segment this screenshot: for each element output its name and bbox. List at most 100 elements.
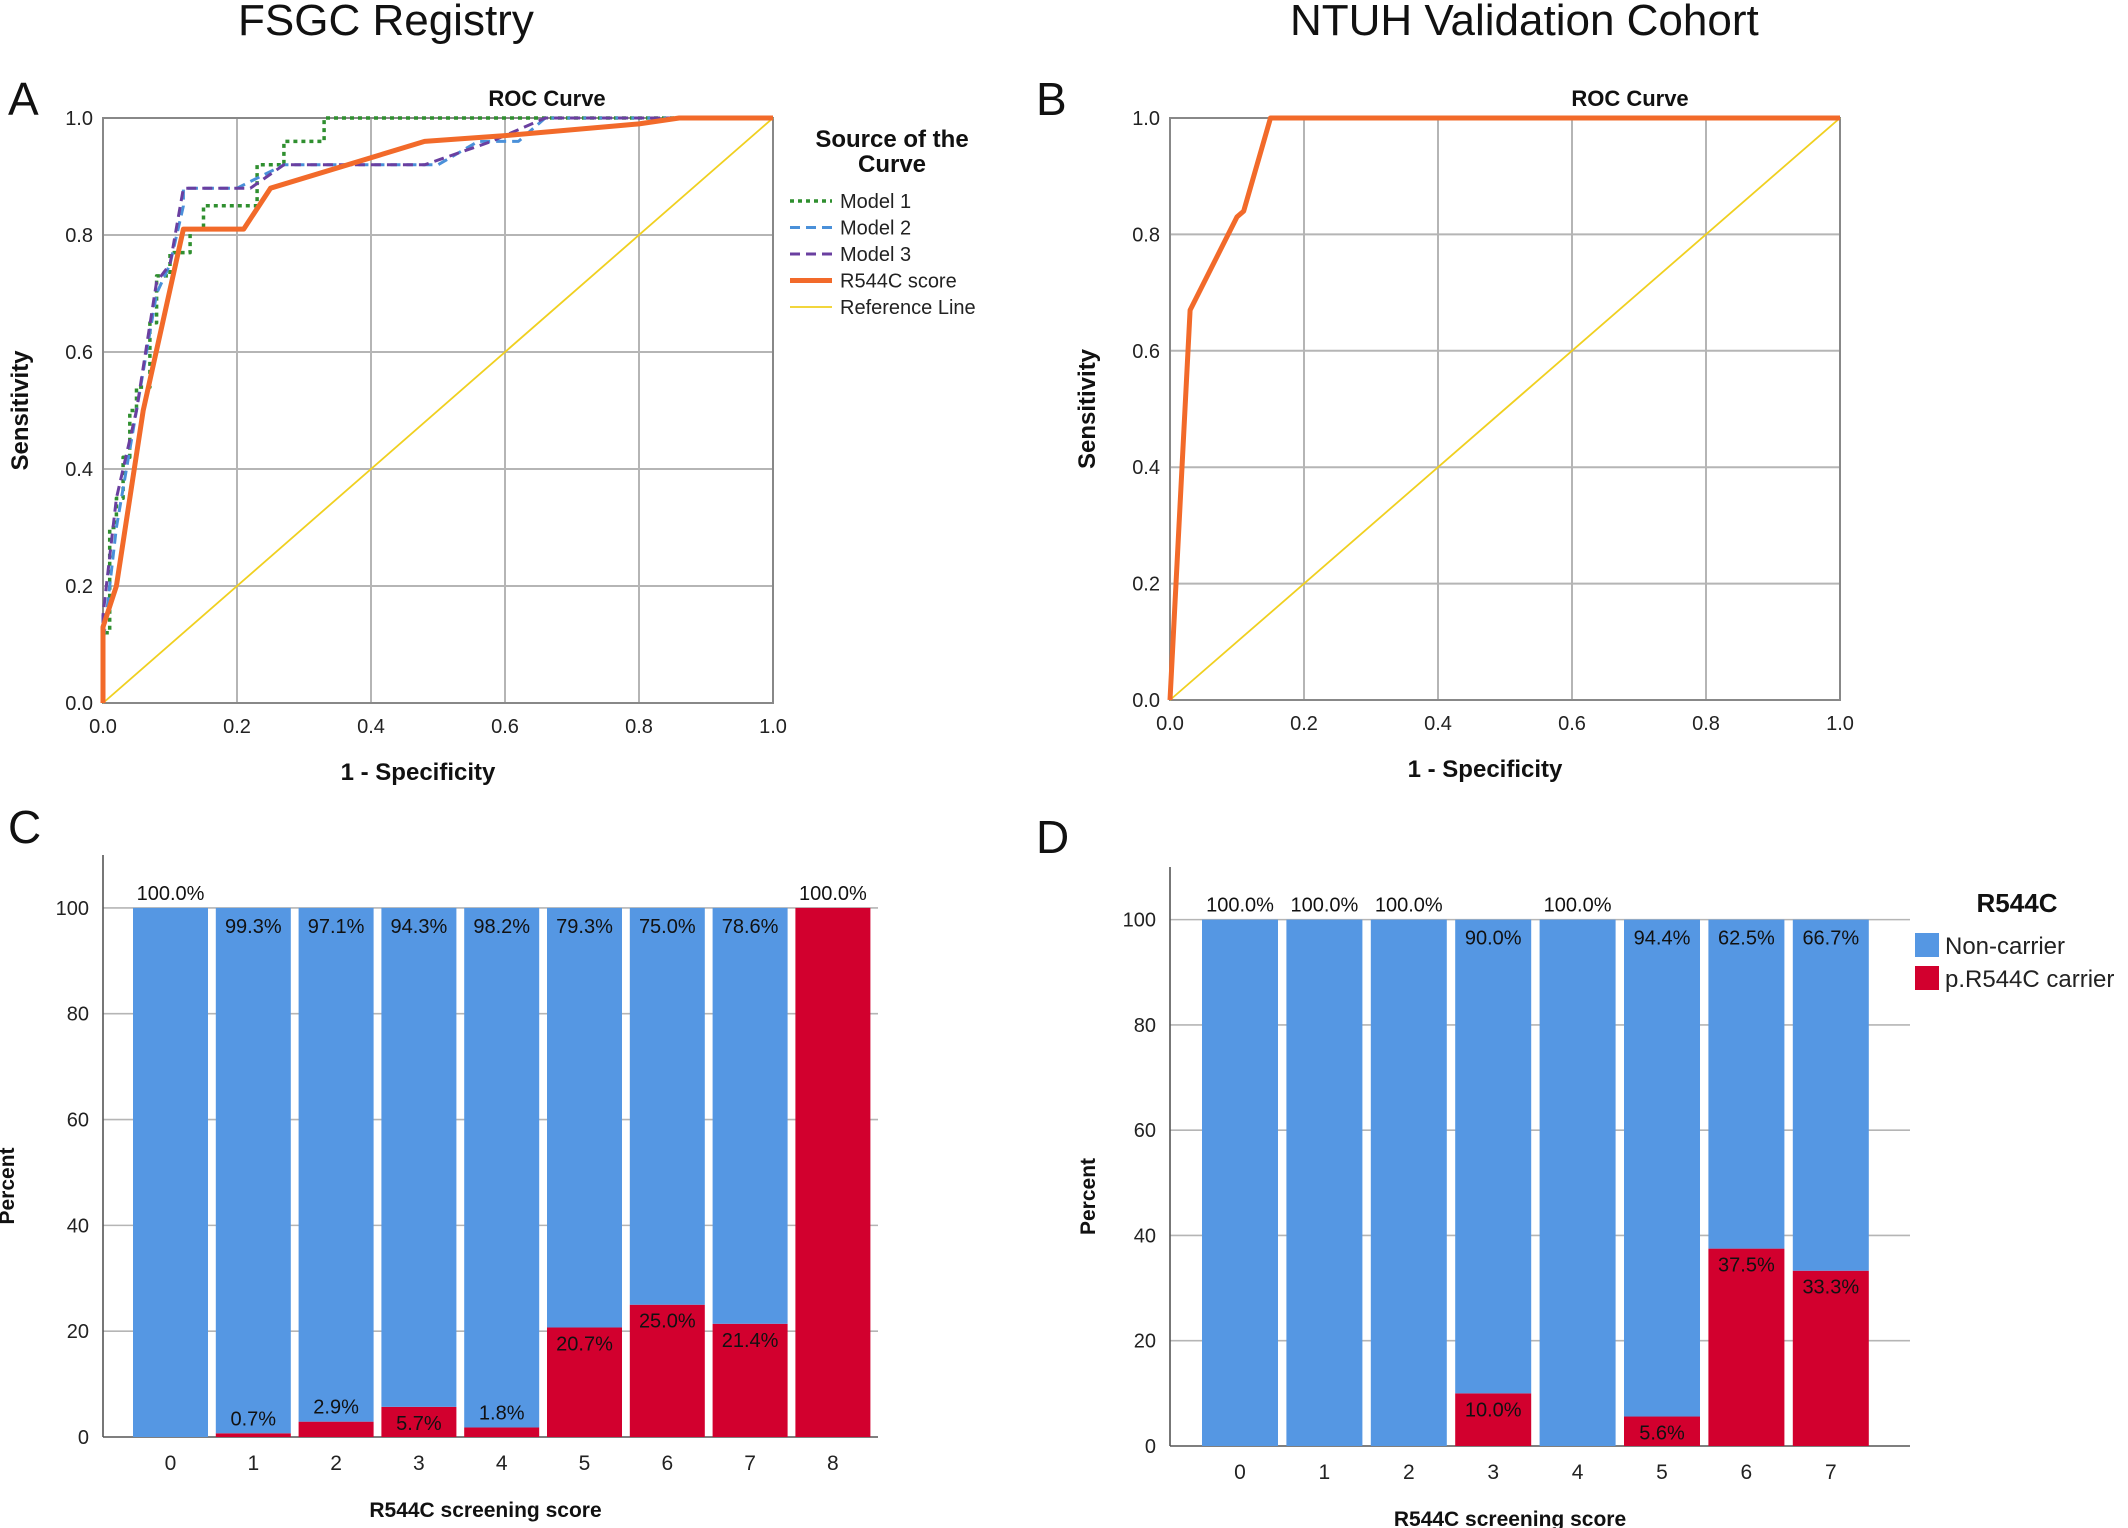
x-tick-label: 6 — [661, 1452, 673, 1475]
y-axis-title: Percent — [0, 1147, 19, 1224]
panel-letter-d: D — [1036, 811, 1070, 863]
bar-non-carrier — [1708, 919, 1785, 1249]
x-tick-label: 2 — [1403, 1461, 1415, 1484]
bar-non-carrier — [1202, 919, 1278, 1446]
data-label-non-carrier: 100.0% — [1290, 895, 1358, 917]
legend: R544C Non-carrier p.R544C carrier — [1915, 888, 2114, 993]
bar-non-carrier — [1624, 919, 1700, 1417]
x-tick-label: 0.8 — [1692, 713, 1720, 735]
bar-non-carrier — [547, 907, 622, 1328]
y-tick-label: 40 — [1134, 1225, 1156, 1247]
x-tick-label: 5 — [579, 1452, 591, 1475]
bar-non-carrier — [381, 907, 457, 1407]
y-tick-label: 1.0 — [1132, 108, 1160, 130]
legend-label-non-carrier: Non-carrier — [1945, 933, 2065, 960]
data-label-non-carrier: 97.1% — [308, 916, 365, 938]
legend-label-p-r544c-carrier: p.R544C carrier — [1945, 966, 2114, 993]
x-tick-label: 0 — [1234, 1461, 1246, 1484]
x-axis-title: 1 - Specificity — [1408, 756, 1563, 783]
x-axis-title: 1 - Specificity — [341, 759, 496, 786]
data-label-non-carrier: 78.6% — [722, 916, 779, 938]
data-label-non-carrier: 99.3% — [225, 916, 282, 938]
series-line-reference-line — [1169, 117, 1841, 701]
y-tick-label: 0 — [78, 1427, 89, 1449]
legend-swatch-non-carrier — [1915, 933, 1939, 957]
bar-non-carrier — [464, 907, 540, 1428]
bar-non-carrier — [1792, 919, 1869, 1271]
x-tick-label: 4 — [1572, 1461, 1584, 1484]
panel-letter-a: A — [8, 73, 39, 125]
data-label-carrier: 21.4% — [722, 1330, 779, 1352]
legend-title: Curve — [858, 151, 926, 178]
y-tick-label: 0.4 — [1132, 457, 1160, 479]
bar-carrier — [215, 1433, 291, 1437]
panel-letter-c: C — [8, 801, 42, 853]
data-label-non-carrier: 100.0% — [1375, 895, 1443, 917]
data-label-non-carrier: 100.0% — [1544, 895, 1612, 917]
legend-swatch-p-r544c-carrier — [1915, 966, 1939, 990]
y-tick-label: 0.4 — [65, 459, 93, 481]
x-tick-label: 0.4 — [1424, 713, 1452, 735]
bar-carrier — [464, 1427, 540, 1437]
x-tick-label: 0.6 — [491, 716, 519, 738]
roc-chart-b: 0.0 0.2 0.4 0.6 0.8 1.0 0.0 0.2 0.4 0.6 0.8 1.0 1 - … — [1074, 86, 1854, 783]
x-tick-label: 7 — [744, 1452, 756, 1475]
data-label-carrier: 0.7% — [231, 1408, 277, 1430]
bar-carrier — [298, 1421, 374, 1437]
x-axis-title: R544C screening score — [1394, 1508, 1626, 1528]
x-tick-label: 6 — [1741, 1461, 1753, 1484]
y-tick-label: 100 — [1123, 910, 1156, 932]
y-tick-label: 0.6 — [1132, 341, 1160, 363]
x-tick-label: 1.0 — [1826, 713, 1854, 735]
x-tick-label: 3 — [1487, 1461, 1499, 1484]
data-label-non-carrier: 94.3% — [391, 916, 448, 938]
bar-non-carrier — [1539, 919, 1616, 1446]
x-tick-label: 0.8 — [625, 716, 653, 738]
x-tick-label: 0.2 — [1290, 713, 1318, 735]
x-tick-label: 4 — [496, 1452, 508, 1475]
y-tick-label: 0.2 — [1132, 574, 1160, 596]
y-tick-label: 80 — [67, 1004, 89, 1026]
legend-label-reference-line: Reference Line — [840, 297, 976, 319]
data-label-carrier: 33.3% — [1802, 1277, 1859, 1299]
y-tick-label: 60 — [1134, 1120, 1156, 1142]
data-label-non-carrier: 66.7% — [1802, 928, 1859, 950]
data-label-carrier: 10.0% — [1465, 1399, 1522, 1421]
y-tick-label: 20 — [1134, 1331, 1156, 1353]
y-tick-label: 40 — [67, 1215, 89, 1237]
bar-carrier — [381, 1406, 457, 1437]
legend-label-model-2: Model 2 — [840, 218, 911, 240]
chart-title: ROC Curve — [488, 86, 605, 111]
bar-non-carrier — [712, 907, 788, 1324]
bar-non-carrier — [1455, 919, 1532, 1394]
data-label-carrier: 25.0% — [639, 1311, 696, 1333]
series-line-model-3 — [101, 116, 773, 703]
y-tick-label: 0.2 — [65, 576, 93, 598]
bar-non-carrier — [629, 907, 705, 1305]
series-line-reference-line — [102, 117, 774, 704]
legend-title: R544C — [1977, 888, 2058, 918]
y-tick-label: 20 — [67, 1321, 89, 1343]
data-label-non-carrier: 100.0% — [137, 883, 205, 905]
series-line-r544c-score — [1167, 115, 1840, 701]
bar-non-carrier — [1370, 919, 1447, 1446]
data-label-non-carrier: 79.3% — [556, 916, 613, 938]
series-line-r544c-score — [100, 115, 773, 703]
y-tick-label: 0.8 — [65, 225, 93, 247]
y-tick-label: 0.0 — [65, 693, 93, 715]
y-tick-label: 60 — [67, 1110, 89, 1132]
data-label-carrier: 5.7% — [396, 1413, 442, 1435]
y-tick-label: 0.8 — [1132, 224, 1160, 246]
bar-carrier — [712, 1323, 788, 1437]
x-tick-label: 3 — [413, 1452, 425, 1475]
x-tick-label: 0.2 — [223, 716, 251, 738]
y-tick-label: 0 — [1145, 1436, 1156, 1458]
x-tick-label: 7 — [1825, 1461, 1837, 1484]
y-axis-title: Sensitivity — [1074, 348, 1101, 469]
x-tick-label: 0.0 — [1156, 713, 1184, 735]
data-label-non-carrier: 98.2% — [473, 916, 530, 938]
right-figure-title: NTUH Validation Cohort — [1290, 0, 1759, 45]
data-label-non-carrier: 62.5% — [1718, 928, 1775, 950]
bar-non-carrier — [1286, 919, 1363, 1446]
